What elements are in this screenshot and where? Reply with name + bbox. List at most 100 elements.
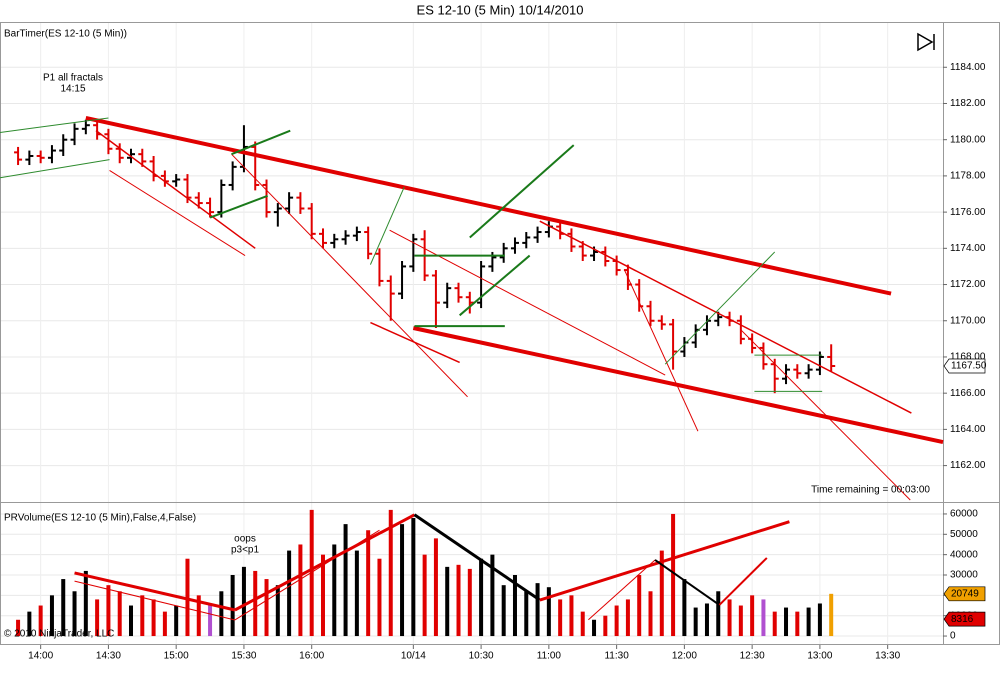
volume-bar (241, 566, 246, 637)
indicator-label: BarTimer(ES 12-10 (5 Min)) (4, 29, 127, 40)
volume-bar (72, 591, 77, 637)
ohlc-bar (47, 145, 56, 164)
ohlc-bar (409, 233, 418, 272)
copyright: © 2010 NinjaTrader, LLC (4, 629, 114, 640)
trend-line (664, 251, 776, 365)
timer-text: Time remaining = 00:03:00 (811, 485, 930, 496)
trend-line (469, 144, 575, 239)
y-tick-label: 1164.00 (950, 424, 986, 435)
volume-bar (377, 558, 382, 637)
ohlc-bar (104, 128, 113, 155)
volume-bar (411, 518, 416, 637)
ohlc-bar (59, 134, 68, 156)
ohlc-bar (14, 146, 23, 166)
volume-bar (208, 603, 213, 637)
ohlc-bar (533, 226, 542, 243)
x-tick-label: 14:00 (28, 651, 53, 662)
ohlc-bar (477, 261, 486, 309)
annotation: P1 all fractals (43, 73, 103, 84)
trend-line (413, 513, 541, 602)
volume-bar (637, 575, 642, 637)
y-tick-label: 1166.00 (950, 388, 986, 399)
volume-bar (512, 575, 517, 637)
ohlc-bar (782, 364, 791, 385)
ohlc-bar (431, 270, 440, 328)
scroll-icon[interactable] (917, 32, 935, 52)
volume-bar (309, 509, 314, 637)
ohlc-bar (804, 364, 813, 379)
ohlc-bar (669, 318, 678, 370)
ohlc-bar (352, 226, 361, 242)
y-tick-label: 1178.00 (950, 171, 986, 182)
volume-bar (433, 538, 438, 637)
ohlc-bar (375, 248, 384, 287)
volume-bar (693, 607, 698, 637)
volume-marker-box (943, 611, 986, 627)
volume-bar (580, 611, 585, 637)
volume-bar (343, 524, 348, 637)
trend-line (209, 194, 269, 219)
trend-line (412, 326, 944, 445)
trend-line (740, 329, 911, 501)
volume-bar (230, 575, 235, 637)
ohlc-bar (386, 275, 395, 321)
last-price-box (943, 358, 986, 374)
trend-line (74, 571, 236, 612)
volume-bar (467, 568, 472, 637)
ohlc-bar (398, 261, 407, 300)
x-tick-label: 13:30 (875, 651, 900, 662)
volume-bar (298, 544, 303, 637)
x-tick-label: 14:30 (96, 651, 121, 662)
volume-bar (117, 591, 122, 637)
ohlc-bar (364, 226, 373, 260)
volume-bar (275, 585, 280, 637)
volume-bar (38, 605, 43, 637)
x-tick-label: 13:00 (807, 651, 832, 662)
trend-line (624, 269, 699, 432)
trend-line (370, 321, 460, 364)
ohlc-bar (793, 364, 802, 379)
x-tick-label: 15:00 (164, 651, 189, 662)
ohlc-bar (827, 344, 836, 372)
volume-bar (95, 599, 100, 637)
annotation: oops (234, 534, 256, 545)
volume-bar (445, 566, 450, 637)
y-tick-label: 40000 (950, 549, 978, 560)
ohlc-bar (567, 228, 576, 252)
ohlc-bar (81, 119, 90, 135)
volume-bar (456, 564, 461, 637)
x-tick-label: 10:30 (469, 651, 494, 662)
volume-marker-label: 8316 (951, 614, 974, 625)
ohlc-bar (759, 342, 768, 370)
volume-bar (129, 605, 134, 637)
volume-bar (738, 605, 743, 637)
volume-bar (174, 605, 179, 637)
volume-bar (185, 558, 190, 637)
ohlc-bar (499, 242, 508, 263)
volume-bar (106, 585, 111, 637)
trend-line (458, 254, 531, 317)
volume-bar (716, 591, 721, 637)
ohlc-bar (273, 203, 282, 227)
y-tick-label: 1174.00 (950, 243, 986, 254)
ohlc-bar (454, 282, 463, 303)
ohlc-bar (138, 148, 147, 167)
volume-bar (614, 605, 619, 637)
volume-bar (49, 595, 54, 637)
volume-bar (727, 599, 732, 637)
volume-bar (761, 599, 766, 637)
trend-line (718, 557, 768, 606)
ohlc-bar (285, 192, 294, 214)
volume-bar (592, 619, 597, 637)
volume-bar (671, 513, 676, 637)
volume-bar (83, 570, 88, 637)
volume-bar (625, 599, 630, 637)
y-tick-label: 1172.00 (950, 279, 986, 290)
trend-line (389, 229, 666, 376)
volume-bar (16, 619, 21, 637)
y-tick-label: 60000 (950, 509, 978, 520)
volume-bar (806, 607, 811, 637)
ohlc-bar (318, 228, 327, 249)
y-tick-label: 1182.00 (950, 98, 986, 109)
